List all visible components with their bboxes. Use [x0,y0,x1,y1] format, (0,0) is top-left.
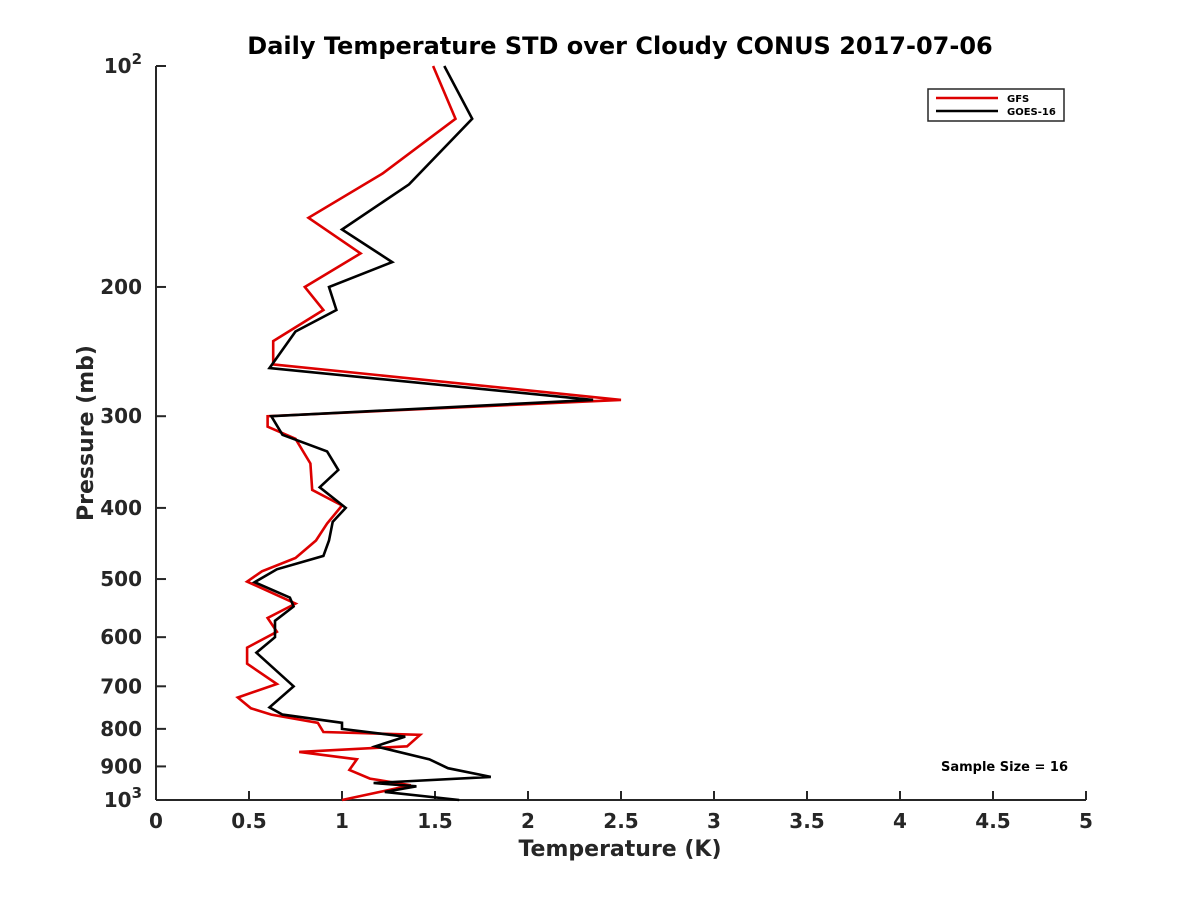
series-line-gfs [235,65,622,802]
x-tick-label: 0.5 [231,809,266,833]
sample-size-annotation: Sample Size = 16 [941,760,1068,775]
y-tick-label: 900 [100,754,142,778]
x-tick-label: 3.5 [789,809,824,833]
y-tick-label: 300 [100,404,142,428]
legend-box [927,88,1065,122]
y-tick-label: 500 [100,567,142,591]
y-axis-title: Pressure (mb) [74,345,99,521]
x-tick-label: 4.5 [975,809,1010,833]
x-tick-label: 2.5 [603,809,638,833]
x-tick-label: 2 [521,809,535,833]
x-tick-label: 4 [893,809,907,833]
series-line-goes-16 [251,65,594,802]
y-tick-label: 200 [100,275,142,299]
x-tick-label: 1.5 [417,809,452,833]
x-tick-label: 5 [1079,809,1093,833]
x-axis-title: Temperature (K) [518,837,721,862]
x-tick-label: 1 [335,809,349,833]
legend-label-gfs: GFS [1007,94,1029,105]
x-tick-label: 0 [149,809,163,833]
y-tick-label: 800 [100,717,142,741]
y-tick-label: 103 [104,784,142,812]
y-tick-label: 400 [100,496,142,520]
chart-title: Daily Temperature STD over Cloudy CONUS … [247,32,992,60]
y-tick-label: 102 [104,50,142,78]
y-tick-label: 600 [100,625,142,649]
legend-label-goes-16: GOES-16 [1007,107,1056,118]
x-tick-label: 3 [707,809,721,833]
y-tick-label: 700 [100,674,142,698]
